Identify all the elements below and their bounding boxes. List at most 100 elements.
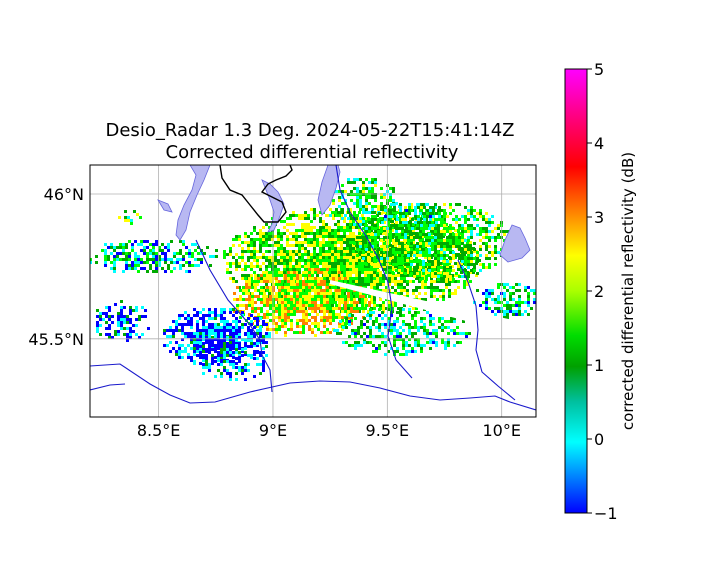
radar-cell [396, 317, 399, 320]
radar-cell [311, 304, 314, 307]
radar-cell [340, 268, 343, 271]
radar-cell [181, 329, 184, 332]
radar-cell [342, 326, 345, 329]
radar-cell [259, 351, 262, 354]
radar-cell [193, 341, 196, 344]
radar-cell [307, 217, 310, 220]
radar-cell [301, 223, 304, 226]
radar-cell [349, 247, 352, 250]
radar-cell [233, 292, 236, 295]
radar-cell [395, 239, 398, 242]
radar-cell [250, 238, 253, 241]
radar-cell [248, 277, 251, 280]
radar-cell [361, 277, 364, 280]
radar-cell [352, 220, 355, 223]
radar-cell [444, 212, 447, 215]
radar-cell [289, 217, 292, 220]
radar-cell [304, 286, 307, 289]
radar-cell [232, 335, 235, 338]
radar-cell [187, 344, 190, 347]
radar-cell [220, 375, 223, 378]
radar-cell [362, 184, 365, 187]
radar-cell [387, 350, 390, 353]
radar-cell [235, 329, 238, 332]
radar-cell [143, 246, 146, 249]
radar-cell [250, 232, 253, 235]
radar-cell [421, 286, 424, 289]
radar-cell [403, 274, 406, 277]
radar-cell [124, 210, 127, 213]
radar-cell [283, 226, 286, 229]
radar-cell [467, 260, 470, 263]
radar-cell [364, 232, 367, 235]
radar-cell [374, 181, 377, 184]
radar-cell [374, 233, 377, 236]
radar-cell [503, 292, 506, 295]
radar-cell [398, 242, 401, 245]
radar-cell [404, 218, 407, 221]
radar-cell [280, 247, 283, 250]
radar-cell [239, 295, 242, 298]
radar-cell [344, 190, 347, 193]
radar-cell [223, 320, 226, 323]
radar-cell [280, 262, 283, 265]
radar-cell [287, 301, 290, 304]
radar-cell [235, 378, 238, 381]
radar-cell [123, 321, 126, 324]
radar-cell [359, 236, 362, 239]
radar-cell [362, 239, 365, 242]
radar-cell [336, 332, 339, 335]
radar-cell [266, 325, 269, 328]
radar-cell [397, 283, 400, 286]
radar-cell [229, 360, 232, 363]
radar-cell [328, 304, 331, 307]
radar-cell [391, 286, 394, 289]
radar-cell [387, 209, 390, 212]
radar-cell [470, 257, 473, 260]
radar-cell [396, 311, 399, 314]
radar-cell [431, 221, 434, 224]
radar-cell [317, 295, 320, 298]
radar-cell [440, 221, 443, 224]
radar-cell [457, 286, 460, 289]
radar-cell [226, 271, 229, 274]
radar-cell [232, 329, 235, 332]
radar-cell [374, 184, 377, 187]
radar-cell [449, 245, 452, 248]
radar-cell [130, 222, 133, 225]
radar-cell [284, 283, 287, 286]
radar-cell [317, 289, 320, 292]
radar-cell [368, 221, 371, 224]
radar-cell [256, 363, 259, 366]
radar-cell [431, 254, 434, 257]
radar-cell [286, 274, 289, 277]
radar-cell [286, 268, 289, 271]
radar-cell [253, 332, 256, 335]
radar-cell [280, 220, 283, 223]
radar-cell [313, 241, 316, 244]
radar-cell [527, 298, 530, 301]
radar-cell [292, 250, 295, 253]
radar-cell [351, 344, 354, 347]
radar-cell [364, 250, 367, 253]
radar-cell [440, 248, 443, 251]
radar-cell [269, 307, 272, 310]
radar-cell [467, 236, 470, 239]
radar-cell [293, 331, 296, 334]
radar-cell [278, 310, 281, 313]
radar-cell [365, 298, 368, 301]
radar-cell [430, 256, 433, 259]
radar-cell [320, 298, 323, 301]
radar-cell [251, 307, 254, 310]
radar-cell [401, 218, 404, 221]
radar-cell [440, 242, 443, 245]
radar-cell [299, 292, 302, 295]
radar-cell [317, 322, 320, 325]
radar-cell [389, 254, 392, 257]
radar-cell [211, 348, 214, 351]
radar-cell [308, 298, 311, 301]
radar-cell [406, 214, 409, 217]
radar-cell [250, 354, 253, 357]
radar-cell [325, 277, 328, 280]
radar-cell [418, 247, 421, 250]
